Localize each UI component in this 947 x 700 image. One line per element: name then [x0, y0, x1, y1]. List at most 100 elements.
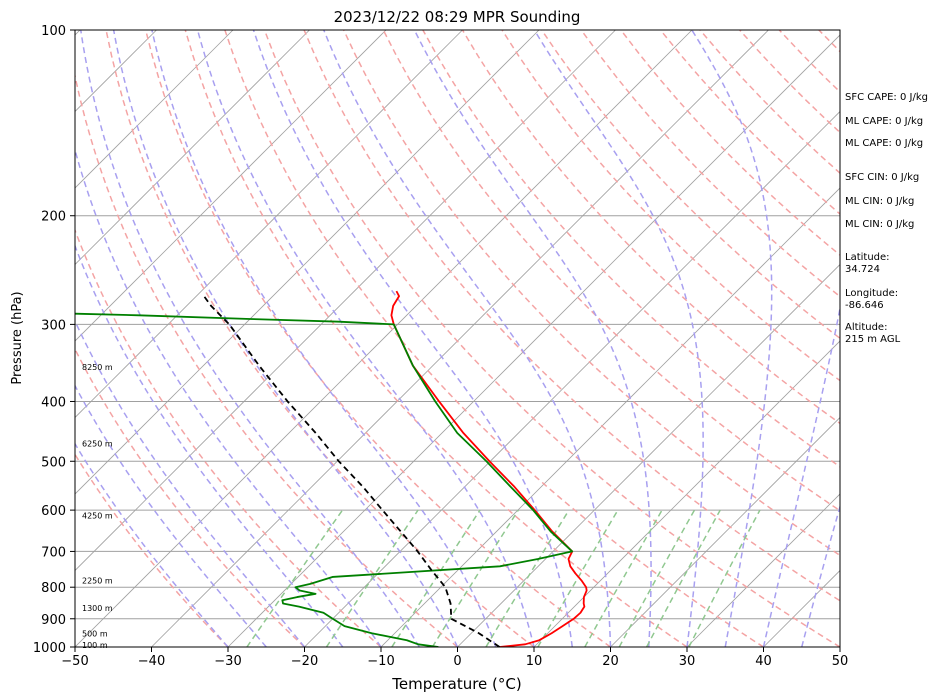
moist-adiabat-line: [151, 30, 497, 647]
moist-adiabat-line: [196, 30, 535, 647]
isotherm-line: [75, 30, 463, 419]
x-axis-ticks: −50 −40 −30 −20 −10 0 10 20 30 40 50: [61, 647, 848, 669]
altitude-block: Altitude: 215 m AGL: [845, 322, 900, 346]
x-tick-label: 30: [679, 654, 696, 669]
sounding-lines: [75, 290, 588, 647]
isotherm-line: [304, 110, 840, 647]
moist-adiabat-line: [75, 384, 267, 647]
isotherm-line: [75, 30, 234, 189]
moist-adiabat-line: [75, 243, 344, 647]
x-tick-label: −20: [291, 654, 318, 669]
moist-adiabat-line: [762, 304, 840, 647]
temperature-profile-line: [390, 290, 588, 647]
moist-adiabat-line: [323, 30, 612, 647]
dry-adiabat-line: [75, 72, 458, 647]
y-tick-label: 400: [41, 395, 66, 410]
plot-frame: [74, 29, 841, 648]
x-tick-label: −40: [138, 654, 165, 669]
mixing-ratio-line: [618, 509, 696, 647]
latitude-label: Latitude:: [845, 252, 890, 263]
y-tick-label: 100: [41, 24, 66, 39]
y-axis-label: Pressure (hPa): [10, 291, 25, 384]
background-lines: [0, 30, 840, 647]
isotherm-line: [610, 416, 840, 647]
x-tick-label: 40: [755, 654, 772, 669]
longitude-value: -86.646: [845, 300, 884, 311]
height-label: 100 m: [82, 641, 108, 650]
latitude-value: 34.724: [845, 264, 880, 275]
sfc-cape-text: SFC CAPE: 0 J/kg: [845, 92, 928, 103]
altitude-label: Altitude:: [845, 322, 888, 333]
y-tick-label: 300: [41, 318, 66, 333]
moist-adiabat-line: [79, 30, 420, 647]
isotherm-line: [380, 187, 840, 647]
mixing-ratio-line: [431, 509, 519, 647]
height-label: 500 m: [82, 629, 108, 638]
dry-adiabat-line: [184, 30, 688, 647]
ml-cape-text-2: ML CAPE: 0 J/kg: [845, 138, 924, 149]
isotherm-line: [227, 34, 840, 647]
y-tick-label: 900: [41, 613, 66, 628]
dewpoint-profile-line: [75, 312, 574, 647]
isotherm-line: [151, 30, 769, 647]
moist-adiabat-line: [413, 30, 652, 647]
moist-adiabat-line: [252, 30, 573, 647]
mixing-ratio-line: [391, 509, 481, 647]
y-tick-label: 600: [41, 504, 66, 519]
parcel-profile-line: [203, 295, 501, 647]
isotherm-line: [533, 340, 840, 647]
moist-adiabat-line: [533, 30, 704, 647]
height-label: 8250 m: [82, 363, 113, 372]
mixing-ratio-line: [645, 509, 721, 647]
height-labels: 100 m 500 m 1300 m 2250 m 4250 m 6250 m 8250 m: [82, 363, 113, 650]
moist-adiabat-line: [75, 147, 382, 647]
moist-adiabat-line: [691, 30, 773, 647]
isotherm-line: [0, 30, 4, 647]
isotherm-line: [75, 30, 387, 342]
y-tick-label: 200: [41, 210, 66, 225]
y-tick-label: 1000: [33, 641, 66, 656]
y-axis-ticks: 1000 900 800 700 600 500 400 300 200 100: [33, 24, 75, 656]
ml-cin-text: ML CIN: 0 J/kg: [845, 196, 915, 207]
ml-cin-text-2: ML CIN: 0 J/kg: [845, 219, 915, 230]
latitude-block: Latitude: 34.724: [845, 252, 890, 276]
ml-cape-text: ML CAPE: 0 J/kg: [845, 116, 924, 127]
sfc-cin-text: SFC CIN: 0 J/kg: [845, 172, 920, 183]
altitude-value: 215 m AGL: [845, 334, 901, 345]
dry-adiabat-line: [144, 30, 611, 647]
isotherm-line: [75, 30, 310, 266]
dry-adiabat-line: [75, 228, 382, 647]
dry-adiabat-line: [105, 30, 535, 647]
height-label: 4250 m: [82, 511, 113, 520]
isotherm-line: [75, 30, 540, 495]
x-tick-label: 0: [453, 654, 461, 669]
chart-title: 2023/12/22 08:29 MPR Sounding: [334, 8, 581, 26]
y-tick-label: 700: [41, 545, 66, 560]
longitude-label: Longitude:: [845, 288, 899, 299]
isotherm-line: [686, 493, 840, 647]
mixing-ratio-line: [537, 509, 619, 647]
isotherm-line: [75, 30, 616, 572]
longitude-block: Longitude: -86.646: [845, 288, 898, 312]
mixing-ratio-line: [246, 509, 344, 647]
y-tick-label: 800: [41, 581, 66, 596]
mixing-ratio-line: [688, 509, 761, 647]
mixing-ratio-line: [485, 509, 570, 647]
isotherm-line: [75, 30, 693, 647]
x-tick-label: −50: [61, 654, 88, 669]
x-tick-label: 10: [526, 654, 543, 669]
moist-adiabat-line: [112, 30, 459, 647]
x-tick-label: 50: [832, 654, 849, 669]
isotherm-line: [457, 263, 840, 647]
height-label: 6250 m: [82, 440, 113, 449]
mixing-ratio-line: [325, 509, 419, 647]
height-label: 1300 m: [82, 604, 113, 613]
x-tick-label: 20: [602, 654, 619, 669]
mixing-ratio-line: [584, 509, 663, 647]
x-tick-label: −10: [367, 654, 394, 669]
height-label: 2250 m: [82, 576, 113, 585]
x-tick-label: −30: [214, 654, 241, 669]
x-axis-label: Temperature (°C): [391, 675, 521, 693]
dry-adiabat-line: [75, 347, 306, 647]
